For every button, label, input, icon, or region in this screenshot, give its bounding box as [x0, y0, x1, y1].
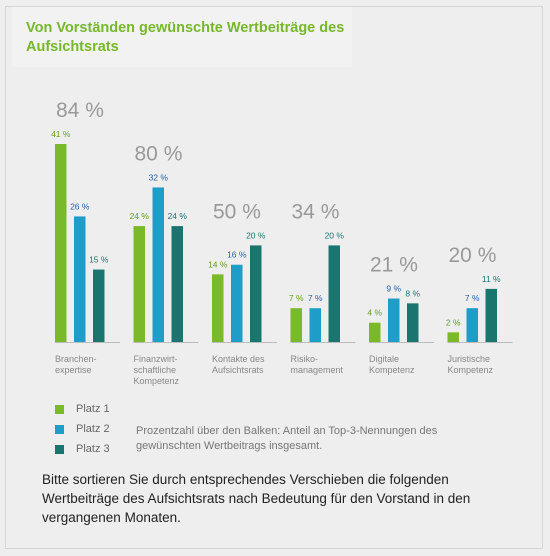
data-label: 16 %	[227, 250, 247, 260]
data-label: 15 %	[89, 255, 109, 265]
category-label: Digitale Kompetenz	[369, 354, 415, 375]
category-label: Juristische Kompetenz	[448, 354, 494, 375]
bar-platz-2	[388, 298, 400, 342]
bar-platz-3	[250, 245, 262, 342]
legend-item: Platz 2	[55, 419, 110, 439]
category-label: Kontakte des Aufsichtsrats	[212, 354, 265, 375]
bar-platz-3	[171, 226, 183, 342]
data-label: 8 %	[405, 288, 420, 298]
data-label: 26 %	[70, 201, 90, 211]
total-label: 21 %	[370, 254, 418, 277]
data-label: 14 %	[208, 259, 228, 269]
data-label: 11 %	[482, 274, 501, 284]
chart-title: Von Vorständen gewünschte Wertbeiträge d…	[26, 20, 345, 55]
bar-platz-3	[328, 245, 340, 342]
data-label: 24 %	[168, 211, 188, 221]
data-label: 32 %	[149, 172, 169, 182]
bar-platz-2	[309, 308, 321, 342]
total-label: 20 %	[449, 244, 497, 267]
bar-platz-2	[466, 308, 478, 342]
chart-legend: Platz 1 Platz 2 Platz 3	[55, 399, 110, 459]
data-label: 41 %	[51, 129, 71, 139]
bar-platz-3	[407, 303, 419, 342]
data-label: 20 %	[246, 230, 266, 240]
data-label: 7 %	[465, 293, 480, 303]
data-label: 9 %	[386, 284, 401, 294]
legend-label: Platz 3	[76, 443, 110, 455]
legend-swatch	[55, 424, 64, 434]
legend-label: Platz 2	[76, 423, 110, 435]
data-label: 2 %	[446, 317, 461, 327]
bar-platz-1	[369, 322, 381, 342]
total-label: 50 %	[213, 200, 261, 223]
data-label: 24 %	[130, 211, 150, 221]
bar-platz-2	[74, 216, 86, 342]
legend-item: Platz 3	[55, 439, 110, 459]
bar-platz-2	[231, 264, 243, 342]
legend-swatch	[55, 404, 64, 414]
legend-swatch	[55, 444, 64, 454]
instruction-text: Bitte sortieren Sie durch entsprechendes…	[42, 472, 471, 525]
total-label: 84 %	[56, 99, 104, 122]
total-label: 80 %	[135, 142, 183, 165]
bar-platz-3	[485, 288, 497, 342]
category-label: Finanzwirt-schaftliche Kompetenz	[134, 354, 180, 386]
bar-platz-1	[212, 274, 224, 342]
legend-label: Platz 1	[76, 403, 110, 415]
bar-platz-2	[152, 187, 164, 342]
bar-platz-1	[447, 332, 459, 342]
data-label: 7 %	[308, 293, 323, 303]
category-label: Branchen-expertise	[55, 354, 97, 375]
data-label: 20 %	[325, 230, 345, 240]
title-box: Von Vorständen gewünschte Wertbeiträge d…	[12, 7, 352, 67]
legend-item: Platz 1	[55, 399, 110, 419]
bar-platz-1	[290, 308, 302, 342]
bar-platz-1	[133, 226, 145, 342]
total-label: 34 %	[292, 200, 340, 223]
data-label: 4 %	[367, 308, 382, 318]
chart-note: Prozentzahl über den Balken: Anteil an T…	[136, 425, 438, 452]
bar-platz-1	[55, 144, 67, 342]
data-label: 7 %	[289, 293, 304, 303]
category-label: Risiko-management	[291, 354, 344, 375]
bar-platz-3	[93, 269, 105, 342]
